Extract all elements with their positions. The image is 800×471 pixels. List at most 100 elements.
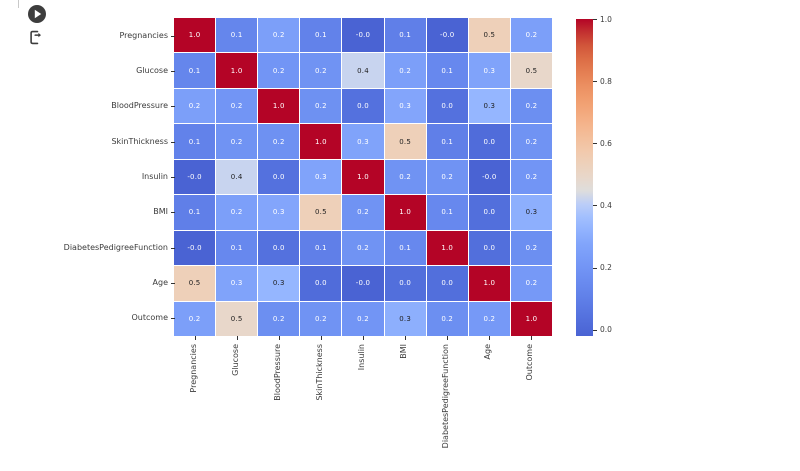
x-tick-label: Outcome xyxy=(525,344,534,381)
x-tick-mark xyxy=(405,336,406,340)
heatmap-cell: 1.0 xyxy=(216,53,258,88)
heatmap-cell: 0.2 xyxy=(216,195,258,230)
heatmap-cell: 0.2 xyxy=(300,301,342,336)
x-tick-label: BMI xyxy=(399,344,408,359)
x-tick-mark xyxy=(447,336,448,340)
heatmap-cell: 0.1 xyxy=(300,18,342,53)
colorbar-tick-label: 0.8 xyxy=(600,76,612,86)
heatmap-cell: 1.0 xyxy=(342,159,384,195)
heatmap-cell: 0.5 xyxy=(384,124,426,159)
heatmap-cell: 0.4 xyxy=(216,159,258,195)
heatmap-cell: 1.0 xyxy=(300,124,342,159)
heatmap-cell: 0.1 xyxy=(216,18,258,53)
x-tick-mark xyxy=(489,336,490,340)
heatmap-cell: 0.2 xyxy=(510,18,552,53)
y-tick-label: Pregnancies xyxy=(119,30,168,40)
heatmap-cell: 1.0 xyxy=(258,88,300,124)
x-tick-mark xyxy=(237,336,238,340)
heatmap-cell: 0.2 xyxy=(258,53,300,88)
x-tick-label: Insulin xyxy=(357,344,366,371)
heatmap-cell: 0.2 xyxy=(510,266,552,301)
heatmap-cell: -0.0 xyxy=(342,18,384,53)
colorbar-tick-mark xyxy=(593,81,597,83)
heatmap-cell: 0.2 xyxy=(342,301,384,336)
heatmap-cell: 0.3 xyxy=(216,266,258,301)
heatmap-cell: 0.2 xyxy=(216,88,258,124)
heatmap-cell: 0.3 xyxy=(258,266,300,301)
colorbar-tick-label: 1.0 xyxy=(600,14,612,24)
x-tick-label: Glucose xyxy=(231,344,240,376)
heatmap-cell: 0.1 xyxy=(384,230,426,266)
y-tick-label: Glucose xyxy=(136,66,168,75)
heatmap-cell: 0.2 xyxy=(384,159,426,195)
heatmap-cell: 0.1 xyxy=(174,124,216,159)
y-tick-mark xyxy=(171,177,175,178)
heatmap-cell: 0.2 xyxy=(510,230,552,266)
x-tick-mark xyxy=(279,336,280,340)
x-tick-mark xyxy=(363,336,364,340)
y-tick-label: BMI xyxy=(153,207,168,217)
heatmap-cell: 0.5 xyxy=(300,195,342,230)
y-tick-mark xyxy=(171,35,175,37)
heatmap-cell: 0.2 xyxy=(468,301,510,336)
export-button[interactable] xyxy=(26,28,45,47)
heatmap-cell: 1.0 xyxy=(510,301,552,336)
heatmap-cell: 0.0 xyxy=(426,88,468,124)
heatmap-cell: 0.2 xyxy=(174,301,216,336)
y-tick-label: Outcome xyxy=(131,313,168,323)
heatmap-cell: 0.1 xyxy=(174,53,216,88)
colorbar-tick-mark xyxy=(593,329,597,331)
y-tick-label: Age xyxy=(152,278,168,287)
heatmap-cell: 0.2 xyxy=(300,88,342,124)
x-tick-mark xyxy=(321,336,322,340)
heatmap-cell: 0.2 xyxy=(510,124,552,159)
y-tick-label: BloodPressure xyxy=(111,101,168,111)
heatmap-cell: 0.1 xyxy=(300,230,342,266)
heatmap-cell: 0.2 xyxy=(342,195,384,230)
heatmap-cell: 0.2 xyxy=(510,159,552,195)
colorbar-tick-label: 0.6 xyxy=(600,138,612,148)
heatmap-cell: 0.2 xyxy=(426,301,468,336)
heatmap-cell: 0.0 xyxy=(300,266,342,301)
x-tick-mark xyxy=(195,336,196,340)
heatmap-cell: 0.2 xyxy=(300,53,342,88)
x-tick-label: Age xyxy=(483,344,492,360)
colorbar-tick-mark xyxy=(593,267,597,269)
heatmap-cell: 0.2 xyxy=(216,124,258,159)
heatmap-cell: 0.2 xyxy=(426,159,468,195)
heatmap-cell: 0.0 xyxy=(342,88,384,124)
heatmap-cell: 0.2 xyxy=(384,53,426,88)
heatmap-cell: 0.3 xyxy=(384,88,426,124)
heatmap-cell: 0.2 xyxy=(510,88,552,124)
colorbar-tick-label: 0.2 xyxy=(600,263,612,273)
y-tick-mark xyxy=(171,283,175,284)
heatmap-cell: 0.2 xyxy=(258,124,300,159)
heatmap-cell: 0.3 xyxy=(468,88,510,124)
correlation-heatmap: 1.0 0.1 0.2 0.1 -0.0 0.1 -0.0 0.5 0.2 0.1 1.0 0.2 0.… xyxy=(174,18,552,336)
x-tick-mark xyxy=(531,336,532,340)
heatmap-cell: 0.0 xyxy=(258,230,300,266)
colorbar-tick-mark xyxy=(593,205,597,207)
x-tick-label: Pregnancies xyxy=(189,344,198,393)
heatmap-cell: 0.2 xyxy=(342,230,384,266)
y-tick-mark xyxy=(171,106,175,108)
heatmap-cell: 0.2 xyxy=(258,18,300,53)
panel-edge-line xyxy=(18,0,19,8)
heatmap-cell: 0.4 xyxy=(342,53,384,88)
heatmap-cell: 0.0 xyxy=(468,124,510,159)
play-button[interactable] xyxy=(27,4,47,24)
export-icon xyxy=(26,30,45,50)
y-tick-mark xyxy=(171,71,175,72)
heatmap-cell: 1.0 xyxy=(468,266,510,301)
heatmap-cell: 1.0 xyxy=(426,230,468,266)
heatmap-cell: 0.1 xyxy=(426,124,468,159)
heatmap-cell: -0.0 xyxy=(468,159,510,195)
heatmap-cell: 0.3 xyxy=(300,159,342,195)
heatmap-cell: 0.1 xyxy=(384,18,426,53)
heatmap-cell: 0.2 xyxy=(258,301,300,336)
y-tick-mark xyxy=(171,212,175,214)
heatmap-cell: 0.0 xyxy=(258,159,300,195)
y-tick-mark xyxy=(171,141,175,143)
heatmap-cell: 0.3 xyxy=(384,301,426,336)
